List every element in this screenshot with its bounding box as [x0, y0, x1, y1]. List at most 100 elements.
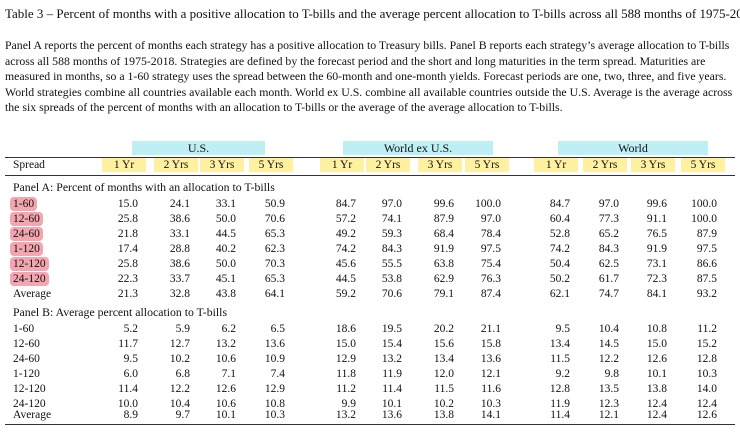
panel-b-row-value: 10.8 — [264, 398, 285, 410]
period-header: 5 Yrs — [249, 158, 293, 172]
panel-b-average-value: 13.8 — [433, 409, 454, 421]
panel-b-row-value: 11.2 — [336, 383, 356, 395]
panel-b-row-value: 19.5 — [381, 323, 402, 335]
panel-a-row-value: 84.7 — [335, 198, 356, 210]
panel-b-row-value: 11.2 — [697, 323, 717, 335]
panel-b-row-value: 12.2 — [598, 353, 619, 365]
panel-a-row-label: 1-120 — [10, 242, 43, 256]
panel-b-row-value: 10.2 — [169, 353, 190, 365]
panel-a-average-value: 21.3 — [117, 288, 138, 300]
panel-a-row-value: 87.9 — [433, 213, 454, 225]
panel-b-average-value: 10.1 — [215, 409, 236, 421]
panel-a-row-value: 87.5 — [696, 273, 717, 285]
panel-a-row-value: 97.0 — [598, 198, 619, 210]
panel-a-average-value: 93.2 — [696, 288, 717, 300]
panel-b-row-label: 1-60 — [13, 323, 35, 335]
panel-a-row-value: 97.5 — [696, 243, 717, 255]
panel-b-row-value: 15.2 — [696, 338, 717, 350]
panel-a-row-value: 50.0 — [215, 258, 236, 270]
panel-a-row-value: 78.4 — [480, 228, 501, 240]
panel-b-row-value: 12.8 — [696, 353, 717, 365]
panel-b-row-value: 11.5 — [550, 353, 570, 365]
panel-a-row-value: 86.6 — [696, 258, 717, 270]
panel-a-average-value: 79.1 — [433, 288, 454, 300]
panel-b-row-value: 10.4 — [169, 398, 190, 410]
panel-b-average-value: 11.4 — [550, 409, 570, 421]
panel-b-row-value: 11.9 — [550, 398, 570, 410]
panel-b-row-value: 12.2 — [169, 383, 190, 395]
panel-a-row-value: 59.3 — [381, 228, 402, 240]
panel-a-row-value: 63.8 — [433, 258, 454, 270]
period-header: 2 Yrs — [154, 158, 198, 172]
panel-a-row-value: 25.8 — [117, 213, 138, 225]
panel-a-row-value: 99.6 — [646, 198, 667, 210]
panel-a-row-value: 87.9 — [696, 228, 717, 240]
panel-b-row-value: 10.6 — [215, 398, 236, 410]
panel-b-row-value: 11.8 — [336, 368, 356, 380]
panel-a-average-value: 64.1 — [264, 288, 285, 300]
panel-a-average-value: 59.2 — [335, 288, 356, 300]
panel-a-average-label: Average — [13, 288, 52, 300]
panel-b-row-value: 13.8 — [646, 383, 667, 395]
panel-b-row-value: 9.5 — [555, 323, 570, 335]
panel-a-title: Panel A: Percent of months with an alloc… — [13, 180, 275, 194]
panel-b-row-value: 20.2 — [433, 323, 454, 335]
panel-a-row-value: 55.5 — [381, 258, 402, 270]
panel-b-row-value: 12.7 — [169, 338, 190, 350]
rule-header-top — [5, 157, 735, 158]
panel-b-row-value: 5.9 — [175, 323, 190, 335]
panel-a-row-value: 61.7 — [598, 273, 619, 285]
panel-b-row-value: 12.6 — [215, 383, 236, 395]
panel-b-row-value: 12.4 — [696, 398, 717, 410]
period-header: 2 Yrs — [583, 158, 627, 172]
panel-b-row-value: 11.6 — [481, 383, 501, 395]
panel-a-row-label: 12-60 — [10, 212, 43, 226]
panel-a-row-value: 33.1 — [169, 228, 190, 240]
panel-a-row-value: 50.9 — [264, 198, 285, 210]
panel-b-row-value: 12.3 — [598, 398, 619, 410]
panel-b-row-value: 21.1 — [480, 323, 501, 335]
panel-a-row-value: 45.1 — [215, 273, 236, 285]
panel-b-row-value: 9.9 — [341, 398, 356, 410]
panel-a-row-value: 91.9 — [646, 243, 667, 255]
panel-b-row-value: 10.6 — [215, 353, 236, 365]
panel-a-row-value: 77.3 — [598, 213, 619, 225]
panel-a-row-value: 22.3 — [117, 273, 138, 285]
panel-a-row-value: 44.5 — [215, 228, 236, 240]
panel-b-row-value: 11.4 — [382, 383, 402, 395]
panel-a-row-value: 15.0 — [117, 198, 138, 210]
panel-b-row-value: 6.8 — [175, 368, 190, 380]
period-header: 1 Yr — [320, 158, 364, 172]
panel-a-row-value: 91.9 — [433, 243, 454, 255]
panel-a-row-value: 40.2 — [215, 243, 236, 255]
panel-a-row-label: 1-60 — [10, 197, 38, 211]
panel-a-row-value: 97.0 — [480, 213, 501, 225]
panel-b-row-value: 10.3 — [696, 368, 717, 380]
panel-a-row-value: 68.4 — [433, 228, 454, 240]
panel-b-row-value: 10.0 — [117, 398, 138, 410]
panel-b-row-value: 9.2 — [555, 368, 570, 380]
panel-b-row-value: 13.5 — [598, 383, 619, 395]
panel-a-row-value: 99.6 — [433, 198, 454, 210]
panel-a-row-value: 65.3 — [264, 228, 285, 240]
panel-a-row-value: 52.8 — [549, 228, 570, 240]
period-header: 3 Yrs — [200, 158, 244, 172]
panel-b-row-value: 7.1 — [221, 368, 236, 380]
panel-b-row-value: 10.1 — [381, 398, 402, 410]
panel-a-row-value: 73.1 — [646, 258, 667, 270]
panel-a-row-value: 50.2 — [549, 273, 570, 285]
panel-a-row-value: 97.5 — [480, 243, 501, 255]
panel-b-row-value: 7.4 — [270, 368, 285, 380]
panel-b-row-value: 13.4 — [433, 353, 454, 365]
panel-a-row-value: 75.4 — [480, 258, 501, 270]
period-header: 5 Yrs — [681, 158, 725, 172]
panel-b-row-value: 12.4 — [646, 398, 667, 410]
panel-b-average-value: 13.6 — [381, 409, 402, 421]
panel-b-row-value: 6.0 — [123, 368, 138, 380]
table-title: Table 3 – Percent of months with a posit… — [5, 6, 740, 21]
panel-b-row-value: 15.8 — [480, 338, 501, 350]
panel-b-row-value: 12.0 — [433, 368, 454, 380]
panel-b-row-value: 9.5 — [123, 353, 138, 365]
panel-a-average-value: 70.6 — [381, 288, 402, 300]
panel-a-row-value: 25.8 — [117, 258, 138, 270]
